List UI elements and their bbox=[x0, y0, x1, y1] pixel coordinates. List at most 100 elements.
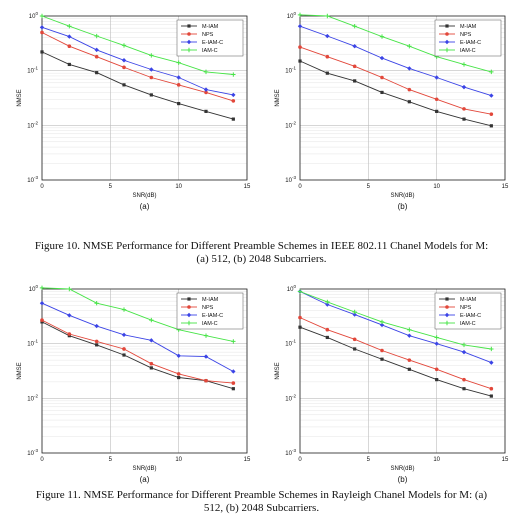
data-point bbox=[94, 339, 99, 344]
legend-label: M-IAM bbox=[460, 24, 477, 30]
x-tick-label: 15 bbox=[502, 457, 509, 463]
legend-marker bbox=[444, 312, 450, 318]
y-tick-label: 100 bbox=[287, 11, 297, 20]
data-point bbox=[67, 44, 72, 49]
series-nps bbox=[40, 318, 236, 385]
x-tick-label: 10 bbox=[433, 457, 440, 463]
series-line bbox=[41, 15, 234, 75]
series-line bbox=[41, 32, 234, 102]
panel-label: (a) bbox=[140, 202, 150, 211]
legend-label: NPS bbox=[202, 32, 214, 38]
data-point bbox=[231, 99, 236, 103]
series-line bbox=[41, 302, 234, 372]
y-tick-label: 10-3 bbox=[27, 175, 38, 184]
x-tick-label: 15 bbox=[244, 457, 251, 463]
figure-11-caption: Figure 11. NMSE Performance for Differen… bbox=[35, 489, 488, 514]
data-point bbox=[325, 335, 329, 340]
legend-label: NPS bbox=[202, 305, 214, 311]
chart-svg: 0 5 10 15 10-3 10-2 10-1 100 SNR(dB) NMSE (a) M-IAM… bbox=[17, 11, 251, 211]
x-axis-label: SNR(dB) bbox=[390, 193, 414, 199]
chart-fig11-b: 0 5 10 15 10-3 10-2 10-1 100 SNR(dB) NMSE (b) M-IAM… bbox=[262, 275, 520, 492]
data-point bbox=[461, 84, 467, 90]
data-point bbox=[39, 13, 45, 19]
series-e-iam-c bbox=[39, 300, 236, 374]
series-line bbox=[299, 46, 492, 115]
data-point bbox=[352, 24, 357, 29]
data-point bbox=[489, 386, 494, 391]
x-tick-label: 0 bbox=[40, 457, 44, 463]
data-point bbox=[204, 109, 208, 113]
data-point bbox=[353, 79, 357, 83]
legend-marker bbox=[445, 297, 449, 301]
data-point bbox=[462, 107, 466, 111]
data-point bbox=[176, 60, 181, 65]
data-point bbox=[434, 367, 439, 372]
plot-frame bbox=[299, 15, 506, 181]
data-point bbox=[380, 357, 384, 361]
legend-marker bbox=[444, 320, 450, 326]
legend-marker bbox=[444, 47, 450, 53]
legend-marker bbox=[186, 312, 192, 318]
data-point bbox=[461, 62, 467, 67]
legend-marker bbox=[445, 305, 449, 309]
data-point bbox=[352, 337, 357, 342]
data-point bbox=[489, 346, 494, 352]
data-point bbox=[379, 55, 385, 61]
data-point bbox=[489, 394, 493, 398]
data-point bbox=[39, 285, 45, 291]
data-point bbox=[379, 319, 385, 325]
legend-marker bbox=[186, 39, 192, 45]
data-point bbox=[297, 12, 303, 18]
x-tick-label: 15 bbox=[244, 184, 251, 190]
data-point bbox=[434, 341, 439, 346]
data-point bbox=[407, 66, 412, 71]
data-point bbox=[94, 323, 99, 329]
data-point bbox=[461, 349, 467, 355]
data-point bbox=[407, 100, 411, 104]
data-point bbox=[177, 101, 181, 106]
data-point bbox=[407, 333, 412, 338]
x-tick-label: 15 bbox=[502, 184, 509, 190]
series-m-iam bbox=[298, 59, 493, 128]
series-line bbox=[41, 321, 234, 390]
chart-svg: 0 5 10 15 10-3 10-2 10-1 100 SNR(dB) NMSE (b) M-IAM… bbox=[275, 11, 509, 211]
data-point bbox=[204, 378, 208, 383]
data-point bbox=[121, 332, 127, 338]
data-point bbox=[462, 377, 466, 382]
series-nps bbox=[298, 315, 494, 391]
series-line bbox=[299, 14, 492, 73]
data-point bbox=[94, 54, 99, 59]
y-axis-label: NMSE bbox=[17, 89, 23, 106]
data-point bbox=[462, 387, 466, 391]
data-point bbox=[176, 83, 181, 87]
series-line bbox=[299, 291, 492, 364]
data-point bbox=[122, 83, 126, 87]
series-iam-c bbox=[297, 12, 494, 75]
data-point bbox=[149, 93, 153, 97]
data-point bbox=[231, 92, 236, 98]
series-line bbox=[41, 287, 234, 342]
legend-label: E-IAM-C bbox=[202, 313, 223, 319]
data-point bbox=[122, 353, 126, 357]
y-axis-label: NMSE bbox=[17, 362, 23, 379]
data-point bbox=[176, 353, 181, 358]
data-point bbox=[231, 117, 235, 121]
data-point bbox=[353, 347, 357, 351]
series-line bbox=[41, 319, 234, 384]
data-point bbox=[325, 302, 330, 307]
data-point bbox=[121, 307, 127, 312]
plot-frame bbox=[41, 15, 248, 181]
legend-label: E-IAM-C bbox=[460, 313, 481, 319]
data-point bbox=[40, 30, 44, 35]
data-point bbox=[67, 24, 72, 29]
x-tick-label: 0 bbox=[298, 457, 302, 463]
plot-frame bbox=[41, 288, 248, 454]
series-nps bbox=[40, 30, 236, 103]
series-nps bbox=[298, 45, 494, 116]
data-point bbox=[461, 342, 467, 348]
data-point bbox=[407, 367, 411, 371]
data-point bbox=[177, 375, 181, 380]
data-point bbox=[149, 75, 154, 80]
legend-label: NPS bbox=[460, 305, 472, 311]
chart-fig11-a: 0 5 10 15 10-3 10-2 10-1 100 SNR(dB) NMSE (a) M-IAM… bbox=[4, 275, 262, 492]
